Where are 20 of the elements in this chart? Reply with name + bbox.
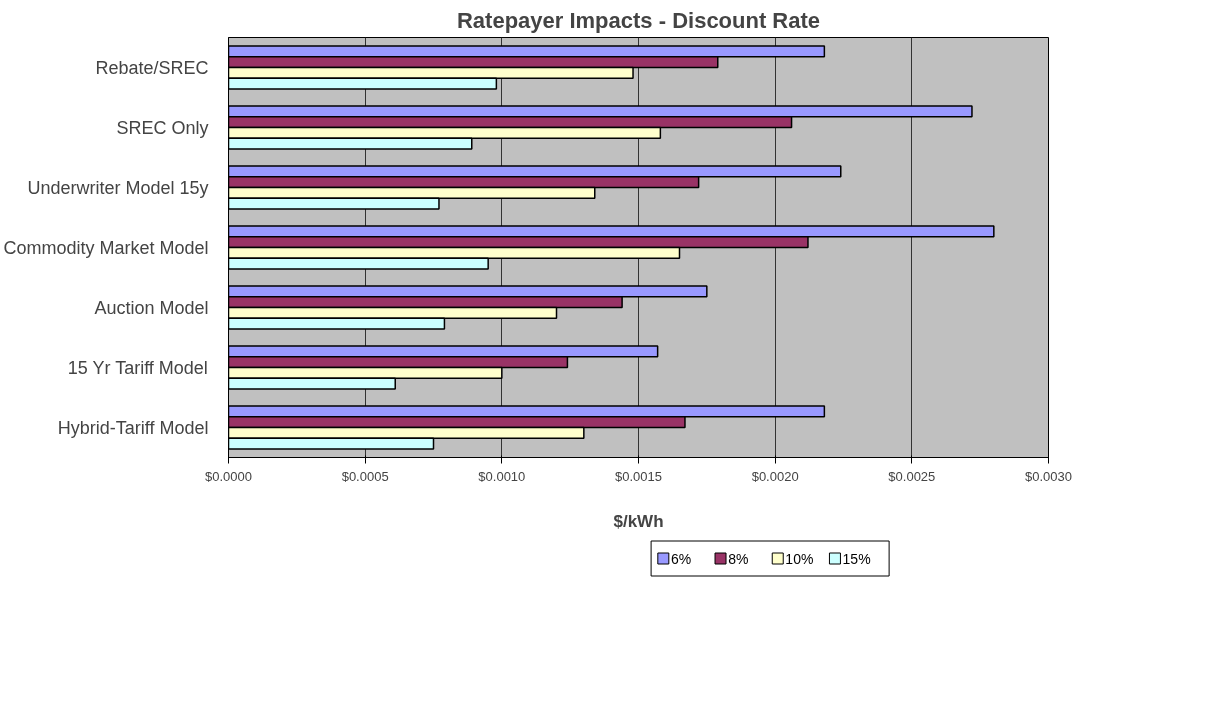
- legend-label: 10%: [785, 550, 814, 567]
- x-tick-label: $0.0015: [615, 468, 662, 484]
- x-tick-label: $0.0020: [751, 468, 799, 484]
- y-tick-label: Hybrid-Tariff Model: [57, 417, 209, 438]
- x-tick-label: $0.0000: [205, 468, 252, 484]
- y-tick-label: Underwriter Model 15y: [27, 177, 209, 198]
- y-tick-label: 15 Yr Tariff Model: [67, 357, 208, 378]
- x-tick-label: $0.0005: [341, 468, 389, 484]
- legend-label: 8%: [728, 550, 749, 567]
- legend-label: 15%: [842, 550, 871, 567]
- legend-label: 6%: [670, 550, 692, 567]
- x-tick-label: $0.0025: [888, 468, 936, 484]
- x-axis-title: $/kWh: [613, 511, 664, 531]
- y-tick-label: Rebate/SREC: [95, 57, 209, 78]
- x-tick-label: $0.0010: [478, 468, 526, 484]
- chart-title: Ratepayer Impacts - Discount Rate: [456, 7, 821, 33]
- y-tick-label: SREC Only: [116, 117, 209, 138]
- x-tick-label: $0.0030: [1025, 468, 1072, 484]
- y-tick-label: Commodity Market Model: [3, 237, 209, 258]
- y-tick-label: Auction Model: [94, 297, 209, 318]
